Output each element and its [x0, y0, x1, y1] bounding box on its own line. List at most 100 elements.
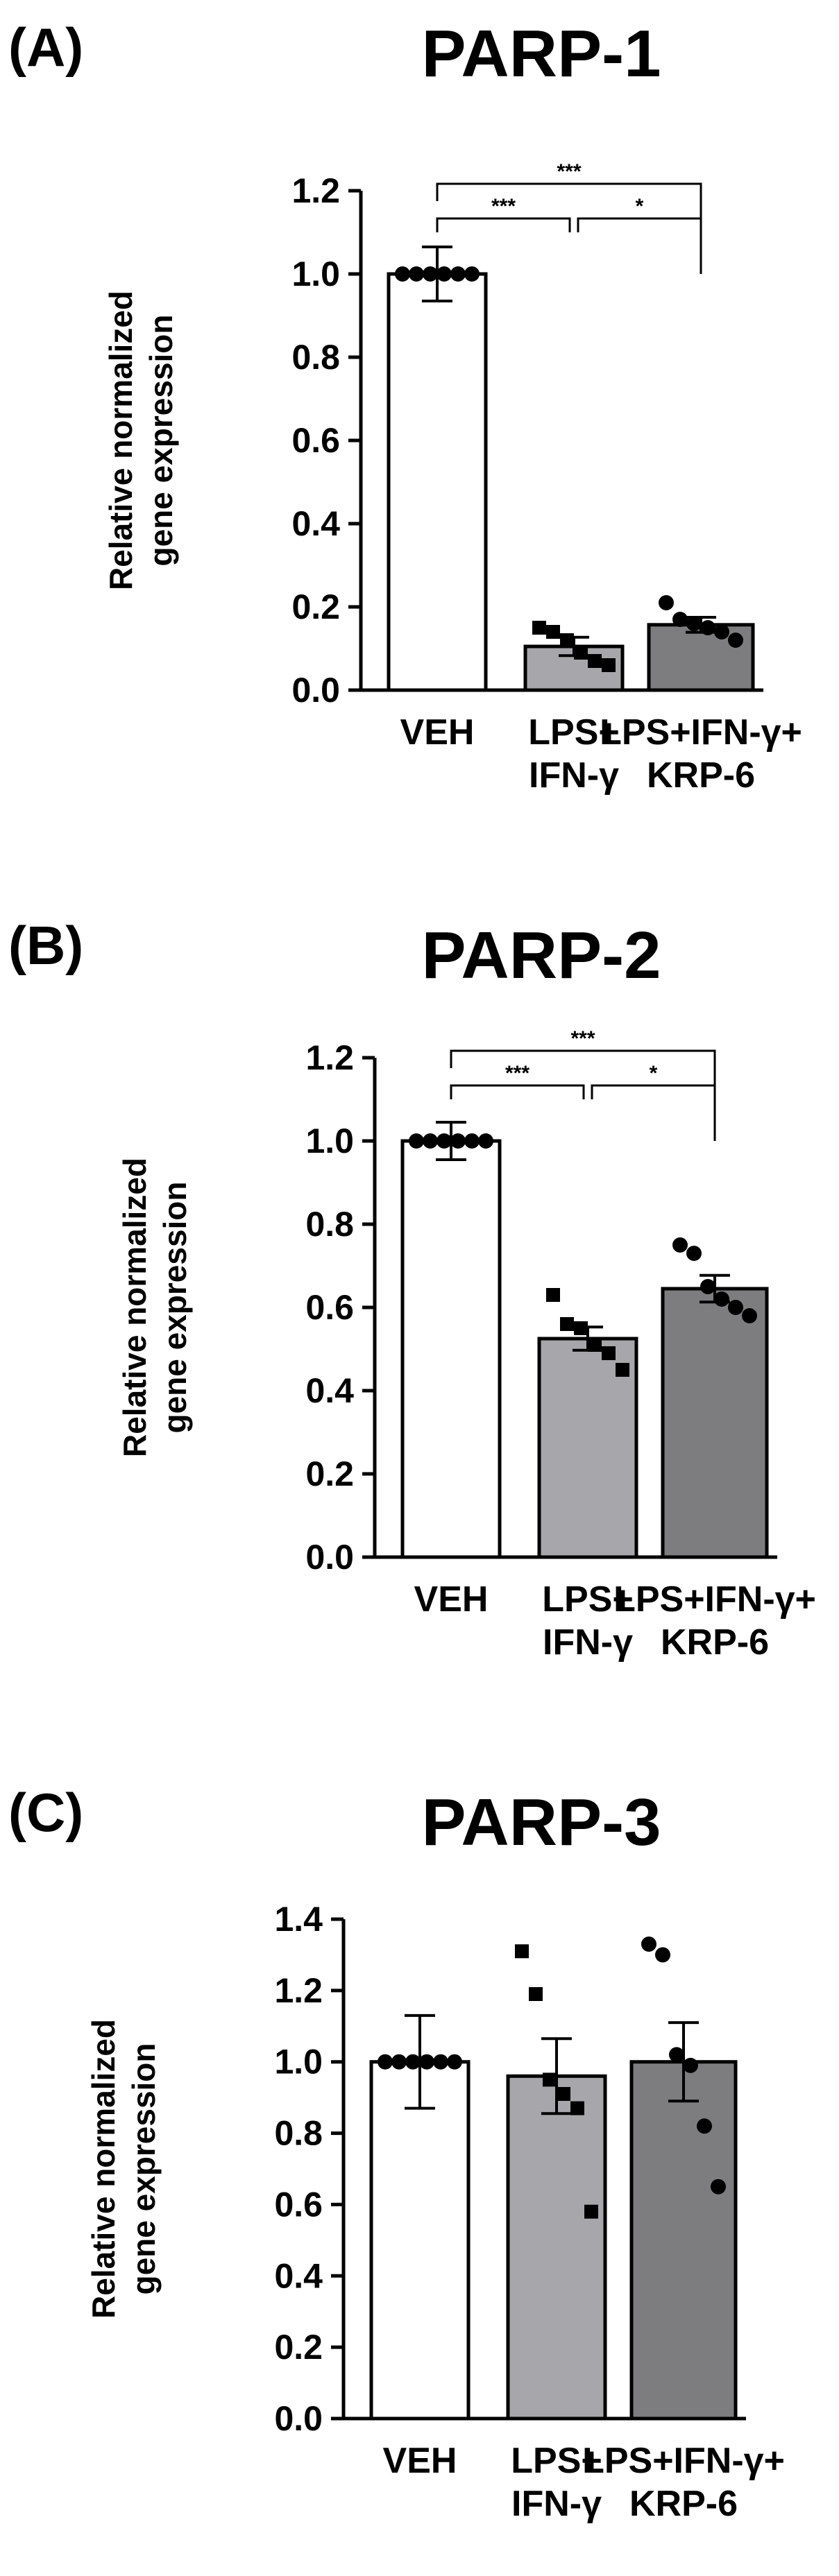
- y-axis-label: gene expression: [157, 1181, 193, 1433]
- x-tick-label: LPS+: [542, 1579, 634, 1620]
- y-tick-label: 0.4: [305, 1371, 354, 1410]
- data-point: [714, 624, 729, 639]
- y-tick-label: 0.8: [274, 2114, 323, 2153]
- data-point: [419, 2054, 434, 2070]
- significance-bracket: [577, 217, 702, 274]
- data-point: [742, 1308, 757, 1323]
- data-point: [447, 2054, 462, 2070]
- y-tick-label: 0.2: [274, 2328, 323, 2367]
- chart-panel-3: (C) PARP-3 Relative normalized gene express…: [8, 1782, 785, 2524]
- data-point: [543, 2072, 557, 2087]
- data-point: [409, 1133, 424, 1149]
- significance-bracket: [450, 1049, 716, 1106]
- data-point: [378, 2054, 393, 2070]
- data-point: [672, 1237, 688, 1253]
- data-point: [641, 1937, 656, 1952]
- x-tick-label: KRP-6: [661, 1622, 769, 1663]
- y-tick-label: 1.0: [274, 2043, 323, 2081]
- data-point: [464, 266, 480, 282]
- y-tick-label: 1.0: [291, 255, 340, 293]
- y-axis-label: gene expression: [143, 314, 179, 566]
- y-tick-label: 0.0: [291, 671, 340, 710]
- bar: [387, 272, 488, 692]
- data-point: [450, 266, 466, 282]
- data-point: [409, 266, 424, 282]
- data-point: [686, 1246, 702, 1261]
- data-point: [728, 1300, 743, 1315]
- data-point: [532, 621, 546, 635]
- data-point: [560, 633, 574, 647]
- y-tick-label: 1.2: [305, 1038, 354, 1077]
- y-tick-label: 0.6: [274, 2185, 323, 2224]
- data-point: [515, 1944, 529, 1959]
- data-point: [529, 1987, 543, 2001]
- data-point: [464, 1133, 480, 1149]
- y-tick-label: 1.0: [305, 1122, 354, 1160]
- chart-title: PARP-3: [422, 1785, 661, 1860]
- data-point: [602, 658, 616, 672]
- data-point: [655, 1947, 670, 1963]
- data-point: [574, 1321, 588, 1335]
- significance-label: ***: [570, 1027, 595, 1050]
- bar: [629, 2060, 738, 2421]
- significance-label: ***: [557, 160, 581, 183]
- x-tick-label: VEH: [383, 2441, 457, 2481]
- data-point: [659, 595, 674, 610]
- data-point: [546, 1288, 560, 1302]
- data-point: [672, 612, 688, 627]
- x-tick-label: IFN-γ: [543, 1622, 633, 1663]
- data-point: [700, 620, 715, 635]
- chart-title: PARP-1: [422, 17, 661, 91]
- y-tick-label: 0.4: [291, 504, 340, 543]
- y-axis-label: gene expression: [126, 2043, 162, 2294]
- y-axis-label: Relative normalized: [103, 291, 139, 590]
- significance-label: *: [650, 1062, 658, 1085]
- y-tick-label: 0.0: [274, 2399, 323, 2438]
- y-tick-label: 0.8: [305, 1205, 354, 1244]
- y-tick-label: 0.4: [274, 2256, 323, 2295]
- panel-label: (C): [8, 1782, 83, 1843]
- data-point: [700, 1279, 715, 1294]
- data-point: [405, 2054, 421, 2070]
- data-point: [560, 1317, 574, 1331]
- x-tick-label: KRP-6: [647, 755, 755, 796]
- significance-label: ***: [505, 1062, 529, 1085]
- y-tick-label: 1.4: [274, 1900, 323, 1939]
- panel-label: (A): [8, 17, 83, 78]
- y-tick-label: 0.2: [305, 1454, 354, 1493]
- y-tick-label: 0.6: [291, 421, 340, 460]
- x-tick-label: LPS+: [511, 2441, 602, 2481]
- data-point: [711, 2179, 726, 2195]
- bar: [661, 1287, 769, 1559]
- data-point: [602, 1346, 616, 1360]
- data-point: [557, 2087, 570, 2101]
- bar: [369, 2060, 471, 2421]
- data-point: [450, 1133, 466, 1149]
- x-tick-label: LPS+IFN-γ+: [613, 1579, 816, 1620]
- y-axis-label: Relative normalized: [85, 2019, 121, 2319]
- data-point: [478, 1133, 493, 1149]
- chart-panel-1: (A) PARP-1 Relative normalized gene express…: [8, 17, 802, 796]
- x-tick-label: KRP-6: [629, 2484, 738, 2524]
- data-point: [588, 1338, 602, 1352]
- data-point: [570, 2101, 584, 2115]
- data-point: [437, 266, 452, 282]
- bar: [506, 2074, 607, 2421]
- significance-label: ***: [491, 195, 516, 218]
- data-point: [546, 625, 560, 639]
- x-tick-label: LPS+: [528, 712, 620, 753]
- y-axis-label: Relative normalized: [117, 1158, 153, 1457]
- data-point: [683, 2057, 698, 2073]
- data-point: [433, 2054, 448, 2070]
- x-tick-label: VEH: [414, 1579, 489, 1620]
- data-point: [697, 2118, 712, 2134]
- chart-panel-2: (B) PARP-2 Relative normalized gene express…: [8, 915, 816, 1663]
- x-tick-label: LPS+IFN-γ+: [600, 712, 802, 753]
- significance-bracket: [591, 1084, 716, 1141]
- y-tick-label: 0.0: [305, 1538, 354, 1577]
- data-point: [669, 2047, 684, 2063]
- data-point: [423, 1133, 438, 1149]
- y-tick-label: 1.2: [291, 171, 340, 210]
- x-tick-label: VEH: [400, 712, 475, 753]
